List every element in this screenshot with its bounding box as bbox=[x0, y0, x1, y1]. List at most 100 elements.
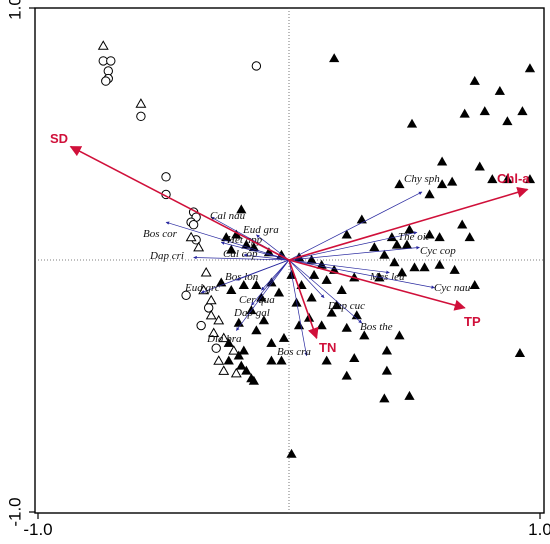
site-point-open-triangle bbox=[193, 241, 205, 252]
site-point-filled-triangle bbox=[251, 279, 262, 289]
site-point-open-triangle bbox=[230, 367, 242, 378]
site-point-open-triangle bbox=[97, 40, 109, 50]
env-arrow bbox=[288, 186, 529, 261]
site-point-filled-triangle bbox=[341, 229, 352, 239]
site-point-filled-triangle bbox=[351, 310, 362, 320]
site-point-open-triangle bbox=[213, 355, 225, 365]
species-arrow bbox=[288, 191, 423, 261]
species-label: Cal cop bbox=[223, 248, 258, 260]
species-label: Dap gal bbox=[233, 307, 270, 319]
site-point-filled-triangle bbox=[469, 75, 480, 85]
site-point-open-circle bbox=[188, 220, 199, 230]
x-tick-label: -1.0 bbox=[23, 520, 52, 539]
site-point-filled-triangle bbox=[226, 285, 237, 294]
site-point-filled-triangle bbox=[266, 337, 277, 347]
site-point-filled-triangle bbox=[386, 232, 398, 242]
species-label: Eud gra bbox=[242, 224, 279, 236]
env-arrow bbox=[288, 259, 319, 340]
site-point-filled-triangle bbox=[449, 264, 460, 274]
site-point-open-circle bbox=[106, 56, 116, 66]
site-point-open-triangle bbox=[200, 266, 212, 277]
site-point-filled-triangle bbox=[524, 174, 536, 184]
site-point-filled-triangle bbox=[419, 262, 430, 272]
site-point-filled-triangle bbox=[331, 300, 342, 310]
site-point-filled-triangle bbox=[369, 242, 380, 252]
site-point-filled-triangle bbox=[293, 320, 305, 330]
site-point-filled-triangle bbox=[356, 214, 367, 224]
site-point-open-circle bbox=[251, 61, 262, 71]
x-tick-label: 1.0 bbox=[528, 520, 550, 539]
site-point-filled-triangle bbox=[502, 174, 513, 184]
site-point-filled-triangle bbox=[308, 269, 320, 279]
site-point-filled-triangle bbox=[404, 390, 415, 400]
site-point-filled-triangle bbox=[394, 179, 405, 189]
site-point-filled-triangle bbox=[381, 365, 393, 375]
site-point-filled-triangle bbox=[236, 204, 247, 214]
site-point-filled-triangle bbox=[321, 355, 332, 365]
species-arrow bbox=[165, 221, 290, 261]
env-label: TN bbox=[319, 340, 336, 355]
site-point-filled-triangle bbox=[266, 355, 277, 365]
site-point-filled-triangle bbox=[379, 249, 390, 259]
site-point-open-triangle bbox=[213, 314, 225, 325]
site-point-filled-triangle bbox=[326, 307, 337, 317]
env-label: Chl-a bbox=[497, 171, 530, 186]
species-label: Mes leu bbox=[369, 271, 405, 283]
site-point-filled-triangle bbox=[502, 116, 513, 126]
species-arrow bbox=[256, 234, 290, 261]
site-point-filled-triangle bbox=[236, 360, 247, 370]
species-label: Bos cra bbox=[277, 346, 311, 358]
species-label: Dia bra bbox=[206, 333, 242, 345]
site-point-filled-triangle bbox=[286, 448, 297, 458]
site-point-filled-triangle bbox=[278, 332, 290, 342]
site-point-filled-triangle bbox=[524, 63, 536, 73]
site-point-filled-triangle bbox=[349, 353, 360, 363]
site-point-open-triangle bbox=[135, 98, 147, 108]
site-point-open-triangle bbox=[185, 231, 197, 242]
species-label: Bos the bbox=[360, 321, 393, 333]
y-tick-label: 1.0 bbox=[5, 0, 24, 20]
site-point-open-circle bbox=[136, 111, 146, 122]
site-point-filled-triangle bbox=[381, 345, 393, 355]
site-point-filled-triangle bbox=[424, 229, 435, 239]
site-point-filled-triangle bbox=[409, 262, 420, 272]
species-arrow bbox=[200, 259, 290, 294]
site-point-filled-triangle bbox=[316, 320, 327, 330]
env-label: SD bbox=[50, 131, 68, 146]
site-point-filled-triangle bbox=[321, 274, 332, 284]
site-point-filled-triangle bbox=[389, 257, 400, 267]
site-point-open-triangle bbox=[205, 294, 217, 305]
species-label: Cer qua bbox=[239, 294, 275, 306]
site-point-filled-triangle bbox=[336, 285, 347, 294]
species-label: Het app bbox=[226, 234, 263, 246]
site-point-filled-triangle bbox=[479, 106, 490, 116]
site-point-filled-triangle bbox=[223, 355, 234, 365]
species-label: Cal nau bbox=[210, 210, 246, 222]
species-arrow bbox=[236, 259, 290, 331]
site-point-open-circle bbox=[101, 76, 111, 86]
site-point-open-circle bbox=[211, 343, 221, 353]
site-point-filled-triangle bbox=[514, 348, 526, 357]
species-arrow bbox=[193, 255, 290, 261]
site-point-filled-triangle bbox=[241, 365, 252, 375]
site-point-filled-triangle bbox=[341, 370, 352, 380]
species-arrow bbox=[288, 259, 308, 357]
species-arrow bbox=[220, 241, 290, 261]
site-point-filled-triangle bbox=[434, 232, 445, 242]
site-point-open-triangle bbox=[228, 345, 240, 355]
site-point-filled-triangle bbox=[469, 279, 480, 289]
site-point-filled-triangle bbox=[494, 85, 505, 95]
site-point-filled-triangle bbox=[226, 244, 237, 254]
site-point-filled-triangle bbox=[459, 108, 470, 118]
site-point-filled-triangle bbox=[436, 156, 448, 166]
site-point-filled-triangle bbox=[394, 330, 405, 340]
env-arrow bbox=[288, 259, 466, 311]
site-point-filled-triangle bbox=[329, 53, 340, 63]
site-point-filled-triangle bbox=[238, 279, 249, 289]
site-point-filled-triangle bbox=[248, 375, 259, 385]
site-point-filled-triangle bbox=[434, 259, 445, 269]
site-point-filled-triangle bbox=[391, 239, 403, 249]
env-arrow bbox=[69, 145, 290, 261]
site-point-filled-triangle bbox=[436, 179, 448, 189]
